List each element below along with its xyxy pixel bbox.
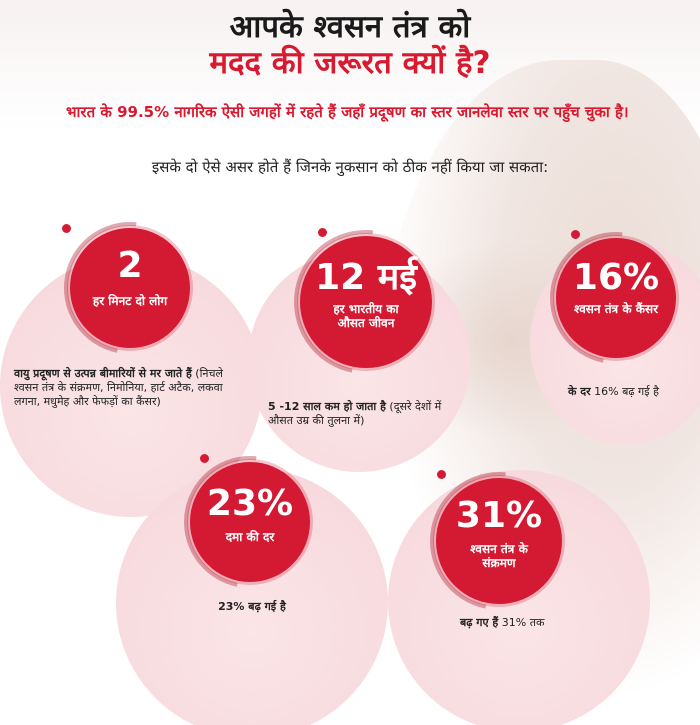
stat-4-value: 23% [206, 483, 294, 524]
stat-3-description: के दर 16% बढ़ गई है [568, 385, 700, 399]
stat-5-label: श्वसन तंत्र के संक्रमण [470, 542, 528, 570]
stat-4-dot [200, 454, 209, 463]
stat-5-description: बढ़ गए हैं 31% तक [460, 616, 640, 630]
stat-2-description: 5 -12 साल कम हो जाता है (दूसरे देशों में… [268, 400, 458, 428]
stat-5-value: 31% [455, 495, 543, 536]
stat-3-value: 16% [572, 257, 660, 298]
stat-5-desc-bold: बढ़ गए हैं [460, 616, 499, 629]
stat-5-dot [437, 470, 446, 479]
stat-5-desc-rest: 31% तक [498, 616, 545, 629]
stat-3-label: श्वसन तंत्र के कैंसर [574, 302, 658, 316]
stat-disc-4: 23% दमा की दर [190, 462, 310, 582]
stat-3-desc-bold: के दर [568, 385, 591, 398]
stat-2-value: 12 मई [315, 257, 417, 298]
stat-disc-5: 31% श्वसन तंत्र के संक्रमण [436, 478, 562, 604]
page-title-line2: मदद की जरूरत क्यों है? [209, 45, 491, 81]
stat-4-description: 23% बढ़ गई है [116, 600, 388, 614]
stat-1-label: हर मिनट दो लोग [92, 294, 168, 308]
stat-1-description: वायु प्रदूषण से उत्पन्न बीमारियों से मर … [14, 367, 250, 409]
page-title-line1: आपके श्वसन तंत्र को [229, 9, 471, 45]
subintro-text: इसके दो ऐसे असर होते हैं जिनके नुकसान को… [151, 158, 549, 176]
stat-1-desc-rest: (निचले श्वसन तंत्र के संक्रमण, निमोनिया,… [14, 367, 223, 408]
stat-disc-3: 16% श्वसन तंत्र के कैंसर [556, 238, 676, 358]
stat-2-label: हर भारतीय का औसत जीवन [333, 302, 399, 330]
intro-text: भारत के 99.5% नागरिक ऐसी जगहों में रहते … [66, 103, 629, 121]
stat-4-desc-bold: 23% बढ़ गई है [218, 600, 286, 613]
stat-4-label: दमा की दर [225, 530, 275, 544]
stat-1-desc-bold: वायु प्रदूषण से उत्पन्न बीमारियों से मर … [14, 367, 192, 380]
stat-2-dot [318, 228, 327, 237]
stat-1-value: 2 [117, 245, 143, 286]
stat-3-dot [571, 230, 580, 239]
stat-disc-2: 12 मई हर भारतीय का औसत जीवन [300, 236, 432, 368]
stat-1-dot [62, 224, 71, 233]
stat-2-desc-bold: 5 -12 साल कम हो जाता है [268, 400, 386, 413]
stat-3-desc-rest: 16% बढ़ गई है [590, 385, 659, 398]
stat-2-desc-rest: (दूसरे देशों में औसत उम्र की तुलना में) [268, 400, 442, 427]
stat-disc-1: 2 हर मिनट दो लोग [70, 228, 190, 348]
